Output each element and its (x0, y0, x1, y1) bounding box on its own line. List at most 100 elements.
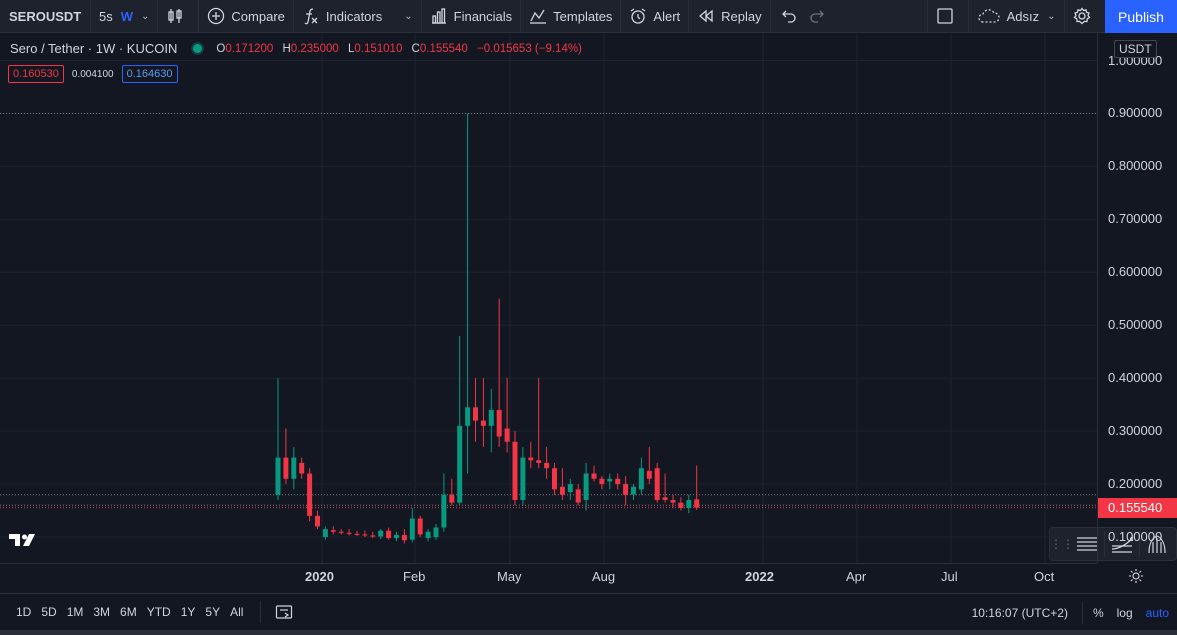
range-button-1m[interactable]: 1M (66, 605, 84, 619)
replay-label: Replay (721, 8, 762, 24)
currency-unit-button[interactable]: USDT (1114, 40, 1157, 58)
chevron-down-icon[interactable]: ⌄ (141, 10, 150, 22)
divider (292, 0, 294, 33)
buy-price-button[interactable]: 0.164630 (121, 65, 178, 83)
divider (1081, 601, 1083, 624)
candle (512, 431, 518, 506)
bottom-toolbar: 1D 5D 1M 3M 6M YTD 1Y 5Y All 10:16:07 (UTC+2) % … (0, 593, 1177, 630)
interval-seconds[interactable]: 5s (99, 8, 113, 24)
candles-icon (166, 7, 184, 25)
indicators-button[interactable]: Indicators ⌄ (294, 0, 421, 33)
settings-button[interactable] (1065, 0, 1099, 33)
templates-button[interactable]: Templates (521, 0, 620, 33)
divider (520, 0, 522, 33)
candle (394, 531, 399, 542)
divider (926, 0, 928, 33)
time-scale[interactable]: 2020 Feb May Aug 2022 Apr Jul Oct (0, 563, 1097, 593)
scale-settings-icon[interactable] (1140, 534, 1174, 554)
candle (583, 462, 589, 511)
price-lines-icon[interactable] (1070, 535, 1104, 553)
time-tick-label: Oct (1034, 569, 1055, 584)
candle (433, 523, 439, 540)
divider (967, 0, 969, 33)
range-button-1d[interactable]: 1D (16, 605, 32, 619)
divider (198, 0, 200, 33)
chart-pane[interactable]: Sero / Tether · 1W · KUCOIN O0.171200 H0… (0, 33, 1097, 563)
rewind-icon (697, 7, 715, 25)
price-scale[interactable]: 1.000000 0.900000 0.800000 0.700000 0.600000… (1097, 33, 1177, 563)
candle-body (559, 486, 565, 495)
bid-ask-boxes: 0.160530 0.004100 0.164630 (8, 65, 178, 83)
close-label: C (411, 42, 420, 55)
percent-toggle[interactable]: % (1092, 605, 1104, 620)
sun-settings-icon[interactable] (1128, 568, 1144, 587)
symbol-search-button[interactable]: SEROUSDT (9, 8, 82, 24)
candle (504, 378, 510, 453)
replay-button[interactable]: Replay (689, 0, 769, 33)
candle (457, 335, 463, 506)
divider (420, 0, 422, 33)
candle-body (654, 468, 660, 500)
candle-body (441, 494, 447, 528)
candle (646, 447, 652, 485)
interval-active[interactable]: W (120, 8, 134, 24)
candle-body (623, 484, 629, 495)
range-button-ytd[interactable]: YTD (146, 605, 171, 619)
close-value: 0.155540 (419, 42, 468, 55)
candle-body (480, 420, 486, 426)
chart-type-button[interactable] (158, 0, 198, 33)
candle (559, 468, 565, 500)
auto-scale-toggle[interactable]: auto (1145, 605, 1169, 620)
candle-body (662, 497, 668, 500)
chevron-down-icon[interactable]: ⌄ (404, 10, 413, 22)
range-button-6m[interactable]: 6M (120, 605, 137, 619)
layout-name-button[interactable]: Adsız ⌄ (969, 0, 1064, 33)
candle (386, 527, 392, 540)
candle (299, 457, 305, 479)
tradingview-logo-icon[interactable] (7, 529, 37, 551)
redo-button[interactable] (809, 0, 841, 33)
drag-handle-icon[interactable]: ⋮⋮ (1050, 537, 1074, 551)
candle-body (457, 425, 463, 503)
time-tick-label: 2020 (305, 569, 334, 584)
range-button-3m[interactable]: 3M (93, 605, 111, 619)
log-toggle[interactable]: log (1116, 605, 1133, 620)
divider (90, 0, 91, 33)
candle-body (638, 468, 644, 490)
undo-button[interactable] (771, 0, 809, 33)
candle-body (631, 486, 636, 495)
compare-button[interactable]: Compare (199, 0, 292, 33)
range-button-5d[interactable]: 5D (41, 605, 57, 619)
range-button-all[interactable]: All (230, 605, 244, 619)
undo-icon (779, 7, 797, 25)
publish-button[interactable]: Publish (1105, 0, 1177, 33)
spread-value: 0.004100 (71, 68, 114, 80)
price-tick-label: 0.900000 (1108, 105, 1163, 121)
candle-body (394, 534, 399, 539)
candle (662, 473, 668, 503)
price-tick-label: 0.600000 (1108, 264, 1163, 280)
layout-toggle-button[interactable] (928, 0, 968, 33)
range-button-1y[interactable]: 1Y (180, 605, 196, 619)
divider (688, 0, 690, 33)
date-range-goto-button[interactable] (269, 604, 299, 620)
candlestick-chart[interactable] (0, 33, 1097, 563)
candle (678, 497, 684, 511)
candle-body (520, 457, 526, 500)
sell-price-button[interactable]: 0.160530 (8, 65, 64, 83)
interval-selector[interactable]: 5s W ⌄ (91, 0, 157, 33)
clock-time[interactable]: 10:16:07 (UTC+2) (971, 605, 1068, 620)
range-button-5y[interactable]: 5Y (205, 605, 221, 619)
price-tick-label: 0.200000 (1108, 476, 1163, 492)
divider (1139, 531, 1140, 557)
candle-body (583, 473, 589, 500)
change-value: −0.015653 (−9.14%) (477, 42, 582, 55)
curve-lines-icon[interactable] (1105, 535, 1139, 553)
candle (567, 478, 573, 500)
top-toolbar: SEROUSDT 5s W ⌄ Compare Indicators ⌄ Fin… (0, 0, 1177, 33)
alert-button[interactable]: Alert (621, 0, 688, 33)
chevron-down-icon[interactable]: ⌄ (1047, 10, 1056, 22)
candle (370, 531, 376, 539)
financials-button[interactable]: Financials (422, 0, 521, 33)
bottom-right-group: 10:16:07 (UTC+2) % log auto (967, 594, 1177, 631)
